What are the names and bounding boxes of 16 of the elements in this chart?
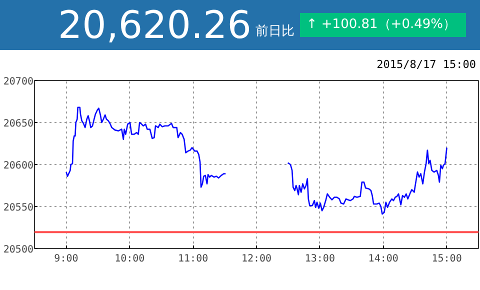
y-tick-label: 20600 (3, 160, 34, 172)
x-tick-label: 15:00 (432, 254, 462, 264)
text: ↑ +100.81（+0.49%） (300, 12, 466, 38)
x-tick-label: 11:00 (178, 254, 208, 264)
x-tick-label: 14:00 (368, 254, 398, 264)
title: 20,620.26 (58, 2, 252, 49)
x-tick-label: 9:00 (54, 254, 78, 264)
y-tick-label: 20650 (3, 118, 34, 130)
y-tick-label: 20550 (3, 202, 34, 214)
chart-subtitle: 前日比 (255, 22, 294, 41)
x-tick-label: 10:00 (114, 254, 145, 264)
x-tick-label: 13:00 (304, 254, 335, 264)
text: 2015/8/17 15:00 (376, 57, 476, 73)
x-tick-label: 12:00 (241, 254, 272, 264)
y-tick-label: 20700 (3, 76, 34, 88)
y-tick-label: 20500 (3, 244, 34, 256)
